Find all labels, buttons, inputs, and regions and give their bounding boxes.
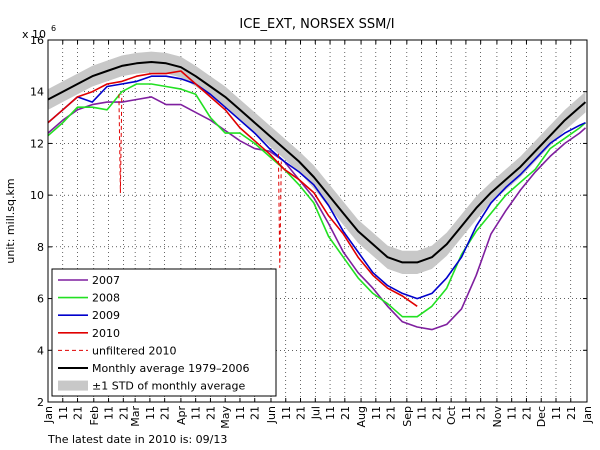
legend-box	[51, 268, 277, 397]
y-tick-label: 4	[37, 344, 44, 357]
x-tick-label: 21	[475, 406, 488, 420]
series-line	[47, 96, 587, 331]
x-tick-label: 21	[565, 406, 578, 420]
x-tick-label: 21	[72, 406, 85, 420]
x-tick-label: 11	[280, 406, 293, 420]
x-tick-label: Mar	[129, 406, 142, 427]
x-tick-label: Feb	[88, 406, 101, 425]
scale-exponent: 6	[51, 24, 56, 33]
y-axis-label: unit: mill.sq.km	[4, 178, 17, 263]
x-tick-label: Nov	[491, 406, 504, 428]
x-tick-label: 11	[550, 406, 563, 420]
series-line	[47, 61, 587, 264]
x-tick-label: 11	[370, 406, 383, 420]
plot-frame	[47, 39, 588, 403]
x-tick-label: Jul	[309, 406, 322, 420]
y-tick-label: 8	[37, 241, 44, 254]
x-tick-label: 21	[295, 406, 308, 420]
y-tick-label: 2	[37, 396, 44, 409]
legend: 2007 2008 2009 2010 unfiltered 2010 Monthly a…	[51, 268, 277, 397]
x-tick-label: 21	[249, 406, 262, 420]
x-tick-label: 21	[159, 406, 172, 420]
series-line	[47, 83, 587, 318]
x-tick-label: 21	[117, 406, 130, 420]
x-tick-label: 21	[385, 406, 398, 420]
legend-label: Monthly average 1979–2006	[92, 362, 250, 375]
x-tick-label: 11	[103, 406, 116, 420]
x-tick-label: 11	[506, 406, 519, 420]
x-tick-label: 21	[520, 406, 533, 420]
series-line	[47, 70, 418, 307]
legend-label: ±1 STD of monthly average	[92, 380, 246, 393]
x-tick-label: Oct	[445, 405, 458, 425]
x-tick-label: Apr	[175, 406, 188, 426]
series-line	[47, 75, 586, 300]
x-tick-label: May	[219, 406, 232, 429]
x-tick-label: 11	[460, 406, 473, 420]
x-tick-label: Jun	[265, 406, 278, 424]
footnote: The latest date in 2010 is: 09/13	[47, 433, 227, 446]
legend-swatch	[58, 380, 88, 391]
y-tick-label: 6	[37, 293, 44, 306]
x-tick-label: 11	[416, 406, 429, 420]
y-tick-label: 12	[30, 137, 44, 150]
legend-label: 2009	[92, 309, 120, 322]
x-tick-label: 11	[234, 406, 247, 420]
x-tick-label: 11	[57, 406, 70, 420]
legend-label: unfiltered 2010	[92, 344, 177, 357]
x-tick-label: Aug	[355, 406, 368, 427]
scale-label: x 10	[22, 28, 46, 41]
chart-title: ICE_EXT, NORSEX SSM/I	[239, 17, 394, 32]
x-tick-label: 21	[204, 406, 217, 420]
y-tick-label: 14	[30, 86, 44, 99]
x-tick-label: 11	[324, 406, 337, 420]
x-tick-label: Dec	[535, 406, 548, 427]
series-line	[118, 94, 282, 268]
x-tick-label: 11	[144, 406, 157, 420]
legend-label: 2008	[92, 292, 120, 305]
y-tick-label: 10	[30, 189, 44, 202]
legend-label: 2010	[92, 327, 120, 340]
x-tick-label: 21	[430, 406, 443, 420]
legend-label: 2007	[92, 274, 120, 287]
x-tick-label: 21	[339, 406, 352, 420]
x-tick-label: Jan	[581, 406, 594, 424]
x-tick-label: Sep	[401, 406, 414, 427]
x-tick-label: Jan	[42, 406, 55, 424]
y-tick-label: 16	[30, 34, 44, 47]
x-tick-label: 11	[190, 406, 203, 420]
